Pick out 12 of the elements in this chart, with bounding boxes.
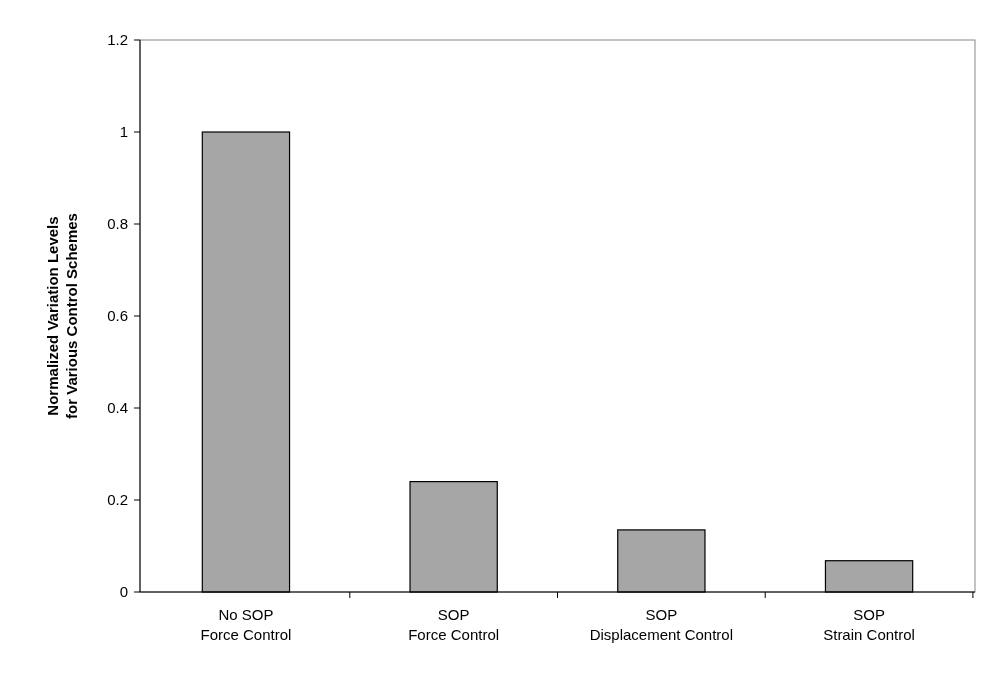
y-tick-label: 0.4: [107, 399, 128, 417]
x-tick-label: SOP Force Control: [408, 606, 500, 643]
y-tick-label: 0.2: [107, 491, 128, 509]
y-tick-label: 1: [119, 123, 128, 141]
x-tick-label: SOP Displacement Control: [589, 606, 734, 643]
y-tick-label: 0: [119, 583, 128, 601]
x-tick-label: No SOP Force Control: [200, 606, 292, 643]
y-tick-label: 1.2: [107, 31, 128, 49]
y-tick-label: 0.8: [107, 215, 128, 233]
y-axis-title: Normalized Variation Levels for Various Control Schemes: [44, 213, 80, 419]
x-tick-label: SOP Strain Control: [823, 606, 915, 643]
y-tick-label: 0.6: [107, 307, 128, 325]
